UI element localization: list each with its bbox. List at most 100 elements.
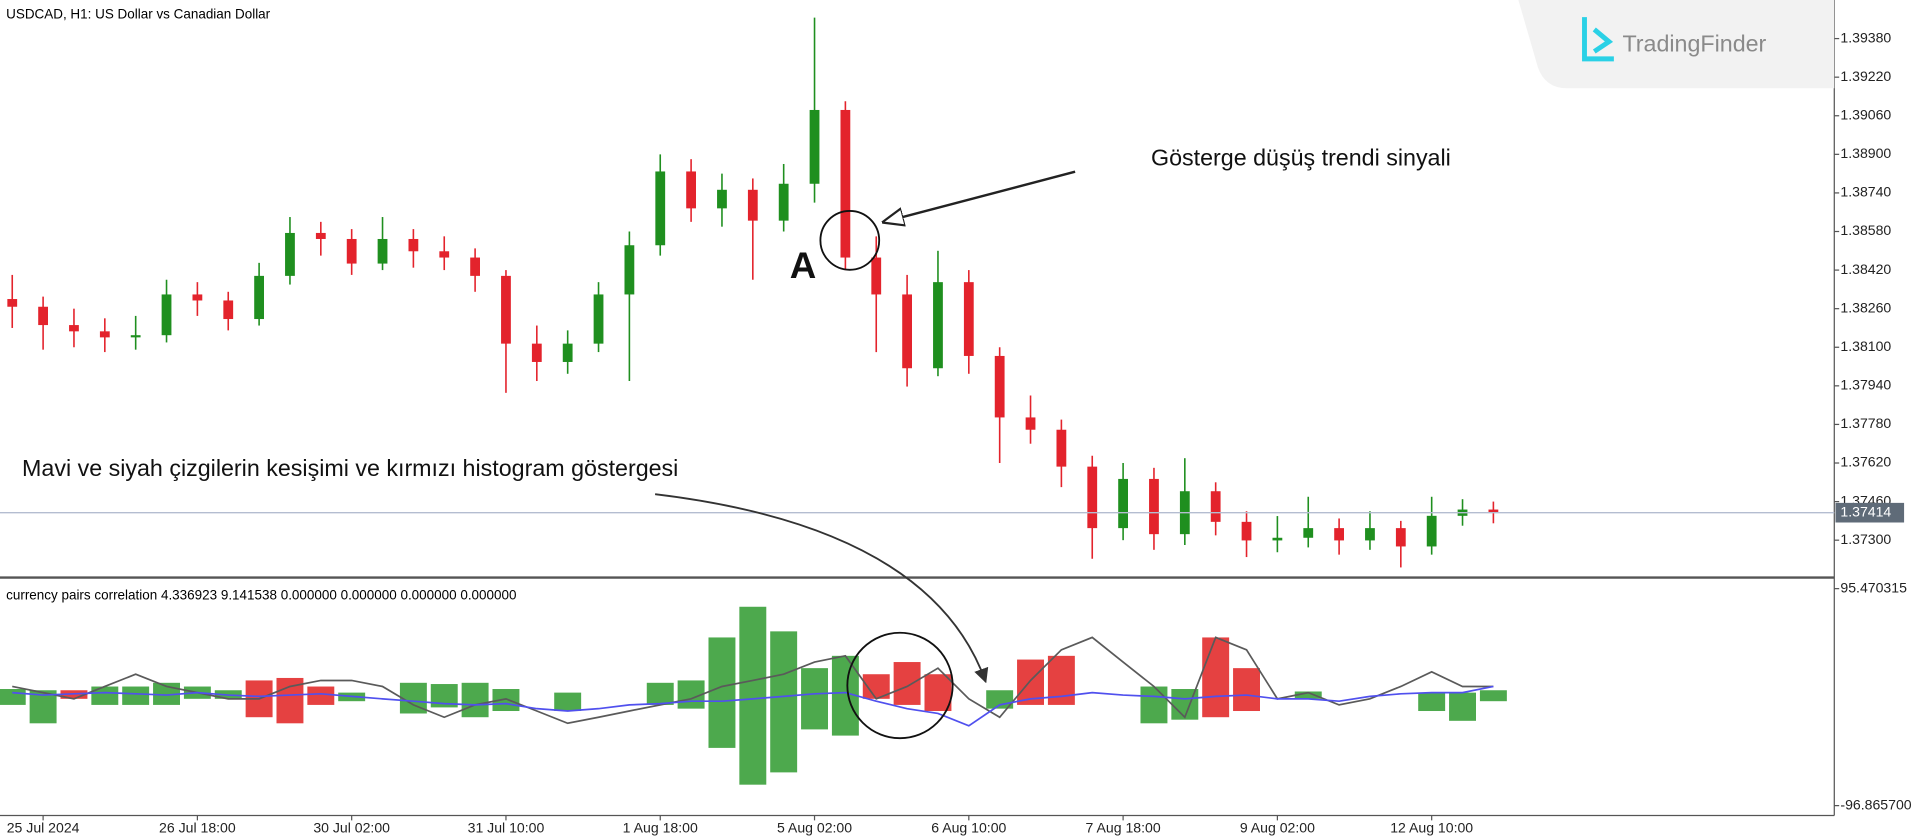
histogram-bar	[646, 682, 674, 705]
candle-body	[223, 300, 234, 320]
annotation-arrow	[654, 493, 989, 684]
candle-body	[501, 275, 511, 344]
y-tick-label: 1.38580	[1840, 222, 1891, 238]
logo-icon	[1592, 27, 1614, 54]
candle-body	[315, 232, 326, 239]
y-tick-label: 1.37300	[1840, 531, 1891, 547]
current-price-box	[1835, 502, 1905, 523]
current-price-label: 1.37414	[1840, 503, 1891, 519]
indicator-line	[12, 636, 1494, 725]
logo-icon	[1582, 17, 1614, 62]
marks: 1.39380 1.39220 1.39060 1.38900 1.38740 1.385…	[0, 17, 1912, 836]
annotation-text: Gösterge düşüş trendi sinyali	[1151, 145, 1451, 171]
histogram-bar	[924, 674, 952, 712]
candle-body	[778, 183, 789, 221]
candle-body	[439, 251, 450, 258]
histogram-bar	[0, 689, 26, 705]
histogram-bar	[461, 682, 489, 718]
candle-body	[624, 245, 635, 295]
histogram-bar	[770, 631, 798, 773]
histogram-bar	[1140, 686, 1168, 724]
candle-body	[933, 282, 943, 369]
chart-title: USDCAD, H1: US Dollar vs Canadian Dollar	[6, 6, 271, 21]
candle-body	[192, 294, 203, 301]
histogram-bar	[122, 686, 150, 705]
candle-body	[7, 299, 18, 307]
indicator-line	[12, 685, 1494, 727]
candle-body	[1087, 466, 1098, 529]
candle-body	[161, 294, 172, 336]
histogram-bar	[307, 686, 335, 705]
candle-body	[871, 257, 882, 295]
y-tick-label: 1.39060	[1840, 106, 1891, 122]
logo-text: TradingFinder	[1622, 31, 1766, 57]
y-tick-label: 95.470315	[1840, 579, 1907, 595]
candle-body	[994, 355, 1005, 418]
x-tick-label: 25 Jul 2024	[7, 820, 80, 836]
candle-body	[1426, 515, 1437, 547]
candle-body	[408, 238, 419, 252]
candle-body	[747, 189, 758, 221]
histogram-bar	[1418, 692, 1446, 712]
x-tick-label: 31 Jul 10:00	[468, 820, 545, 836]
y-tick-label: 1.38260	[1840, 299, 1891, 315]
candle-body	[1303, 528, 1314, 538]
y-tick-label: 1.38420	[1840, 261, 1891, 277]
histogram-bar	[1479, 690, 1507, 702]
histogram-bar	[801, 668, 828, 730]
candle-body	[254, 275, 264, 320]
y-tick-label: 1.37780	[1840, 415, 1891, 431]
histogram-bar	[1294, 691, 1322, 699]
logo-box: TradingFinder	[1518, 0, 1835, 89]
candle-body	[1365, 528, 1375, 541]
annotation-text: Mavi ve siyah çizgilerin kesişimi ve kır…	[22, 455, 678, 481]
candle-body	[1025, 417, 1036, 430]
histogram-bar	[893, 662, 921, 705]
y-tick-label: 1.39380	[1840, 29, 1891, 45]
candle-body	[285, 232, 295, 276]
annotation-label: A	[790, 245, 817, 286]
candle-body	[655, 171, 666, 246]
candle-body	[809, 109, 820, 184]
y-tick-label: -96.865700	[1840, 796, 1911, 812]
candle-body	[717, 189, 727, 209]
y-tick-label: 1.37940	[1840, 377, 1891, 393]
indicator-title: currency pairs correlation 4.336923 9.14…	[6, 588, 516, 603]
candle-body	[1272, 537, 1283, 541]
candle-body	[1210, 491, 1221, 522]
candle-body	[562, 343, 573, 362]
candle-body	[346, 238, 357, 264]
histogram-bar	[708, 637, 736, 748]
candle-body	[902, 294, 912, 369]
candle-body	[1241, 521, 1252, 541]
y-tick-label: 1.38900	[1840, 145, 1891, 161]
annotation-circle	[846, 631, 954, 740]
histogram-bar	[1233, 668, 1260, 712]
candle-body	[130, 335, 141, 338]
candle-body	[1056, 429, 1067, 467]
candle-body	[377, 238, 388, 264]
candle-body	[686, 171, 696, 209]
x-tick-label: 30 Jul 02:00	[313, 820, 390, 836]
y-tick-label: 1.39220	[1840, 68, 1891, 84]
candle-body	[1118, 478, 1128, 529]
histogram-bar	[554, 692, 582, 712]
candle-body	[69, 325, 79, 332]
histogram-bar	[1449, 692, 1476, 721]
x-tick-label: 12 Aug 10:00	[1390, 820, 1473, 836]
candle-body	[593, 294, 604, 344]
candle-body	[1395, 528, 1406, 547]
candle-body	[840, 109, 851, 258]
histogram-bar	[430, 684, 458, 708]
histogram-bar	[739, 606, 767, 785]
candle-body	[99, 331, 110, 338]
candle-body	[38, 306, 48, 326]
x-tick-label: 9 Aug 02:00	[1240, 820, 1315, 836]
candle-body	[470, 257, 480, 276]
histogram-bar	[1202, 637, 1230, 718]
x-tick-label: 6 Aug 10:00	[931, 820, 1006, 836]
candle-body	[963, 282, 974, 356]
x-tick-label: 7 Aug 18:00	[1086, 820, 1161, 836]
